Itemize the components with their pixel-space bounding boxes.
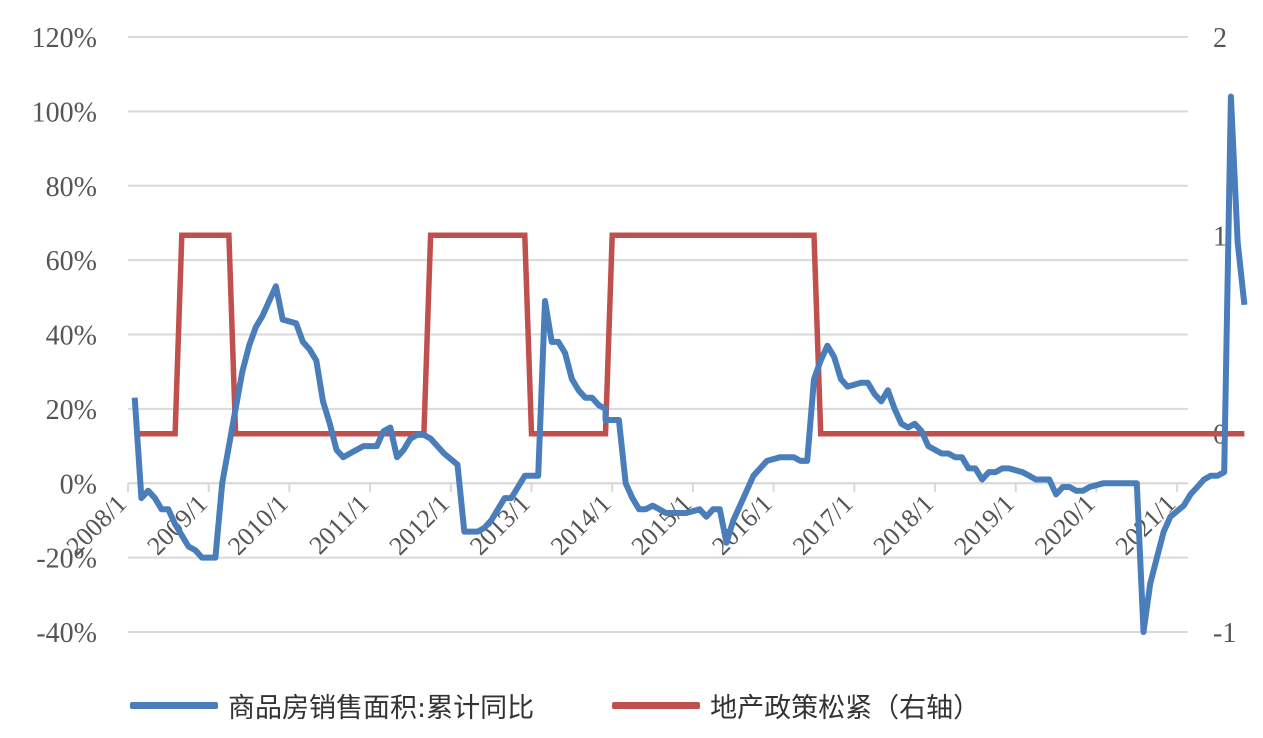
x-tick-label: 2010/1 xyxy=(222,489,294,561)
series-group xyxy=(131,93,1248,635)
series-line-policy xyxy=(134,232,1245,437)
right-tick-label: 2 xyxy=(1213,23,1227,54)
x-tick-label: 2014/1 xyxy=(545,489,617,561)
left-tick-label: 80% xyxy=(46,172,97,203)
left-tick-label: 120% xyxy=(32,23,97,54)
left-axis: 120% 100% 80% 60% 40% 20% 0% -20% -40% xyxy=(32,23,97,649)
right-tick-label: 1 xyxy=(1213,221,1227,252)
x-tick-label: 2020/1 xyxy=(1029,489,1101,561)
left-tick-label: -20% xyxy=(36,544,97,575)
x-tick-label: 2013/1 xyxy=(464,489,536,561)
x-tick-label: 2018/1 xyxy=(868,489,940,561)
left-tick-label: 40% xyxy=(46,321,97,352)
left-tick-label: 100% xyxy=(32,97,97,128)
legend-swatch-sales xyxy=(130,702,218,709)
left-tick-label: 20% xyxy=(46,395,97,426)
legend-swatch-policy xyxy=(612,702,701,709)
x-tick-label: 2017/1 xyxy=(787,489,859,561)
legend-label-policy: 地产政策松紧（右轴） xyxy=(710,693,981,724)
x-tick-label: 2021/1 xyxy=(1110,489,1182,561)
series-line-sales xyxy=(131,93,1248,635)
legend: 商品房销售面积:累计同比 地产政策松紧（右轴） xyxy=(130,686,980,725)
right-tick-label: -1 xyxy=(1213,618,1236,649)
legend-item-sales: 商品房销售面积:累计同比 xyxy=(130,686,534,725)
x-tick-label: 2012/1 xyxy=(383,489,455,561)
x-tick-label: 2011/1 xyxy=(303,489,374,560)
x-tick-label: 2019/1 xyxy=(948,489,1020,561)
legend-item-policy: 地产政策松紧（右轴） xyxy=(612,686,980,725)
left-tick-label: 60% xyxy=(46,246,97,277)
legend-label-sales: 商品房销售面积:累计同比 xyxy=(228,693,535,724)
x-axis: 2008/1 2009/1 2010/1 2011/1 2012/1 2013/1 2014… xyxy=(61,482,1188,561)
right-axis: 210-1 xyxy=(1213,23,1236,649)
left-tick-label: 0% xyxy=(60,469,97,500)
left-tick-label: -40% xyxy=(36,618,97,649)
